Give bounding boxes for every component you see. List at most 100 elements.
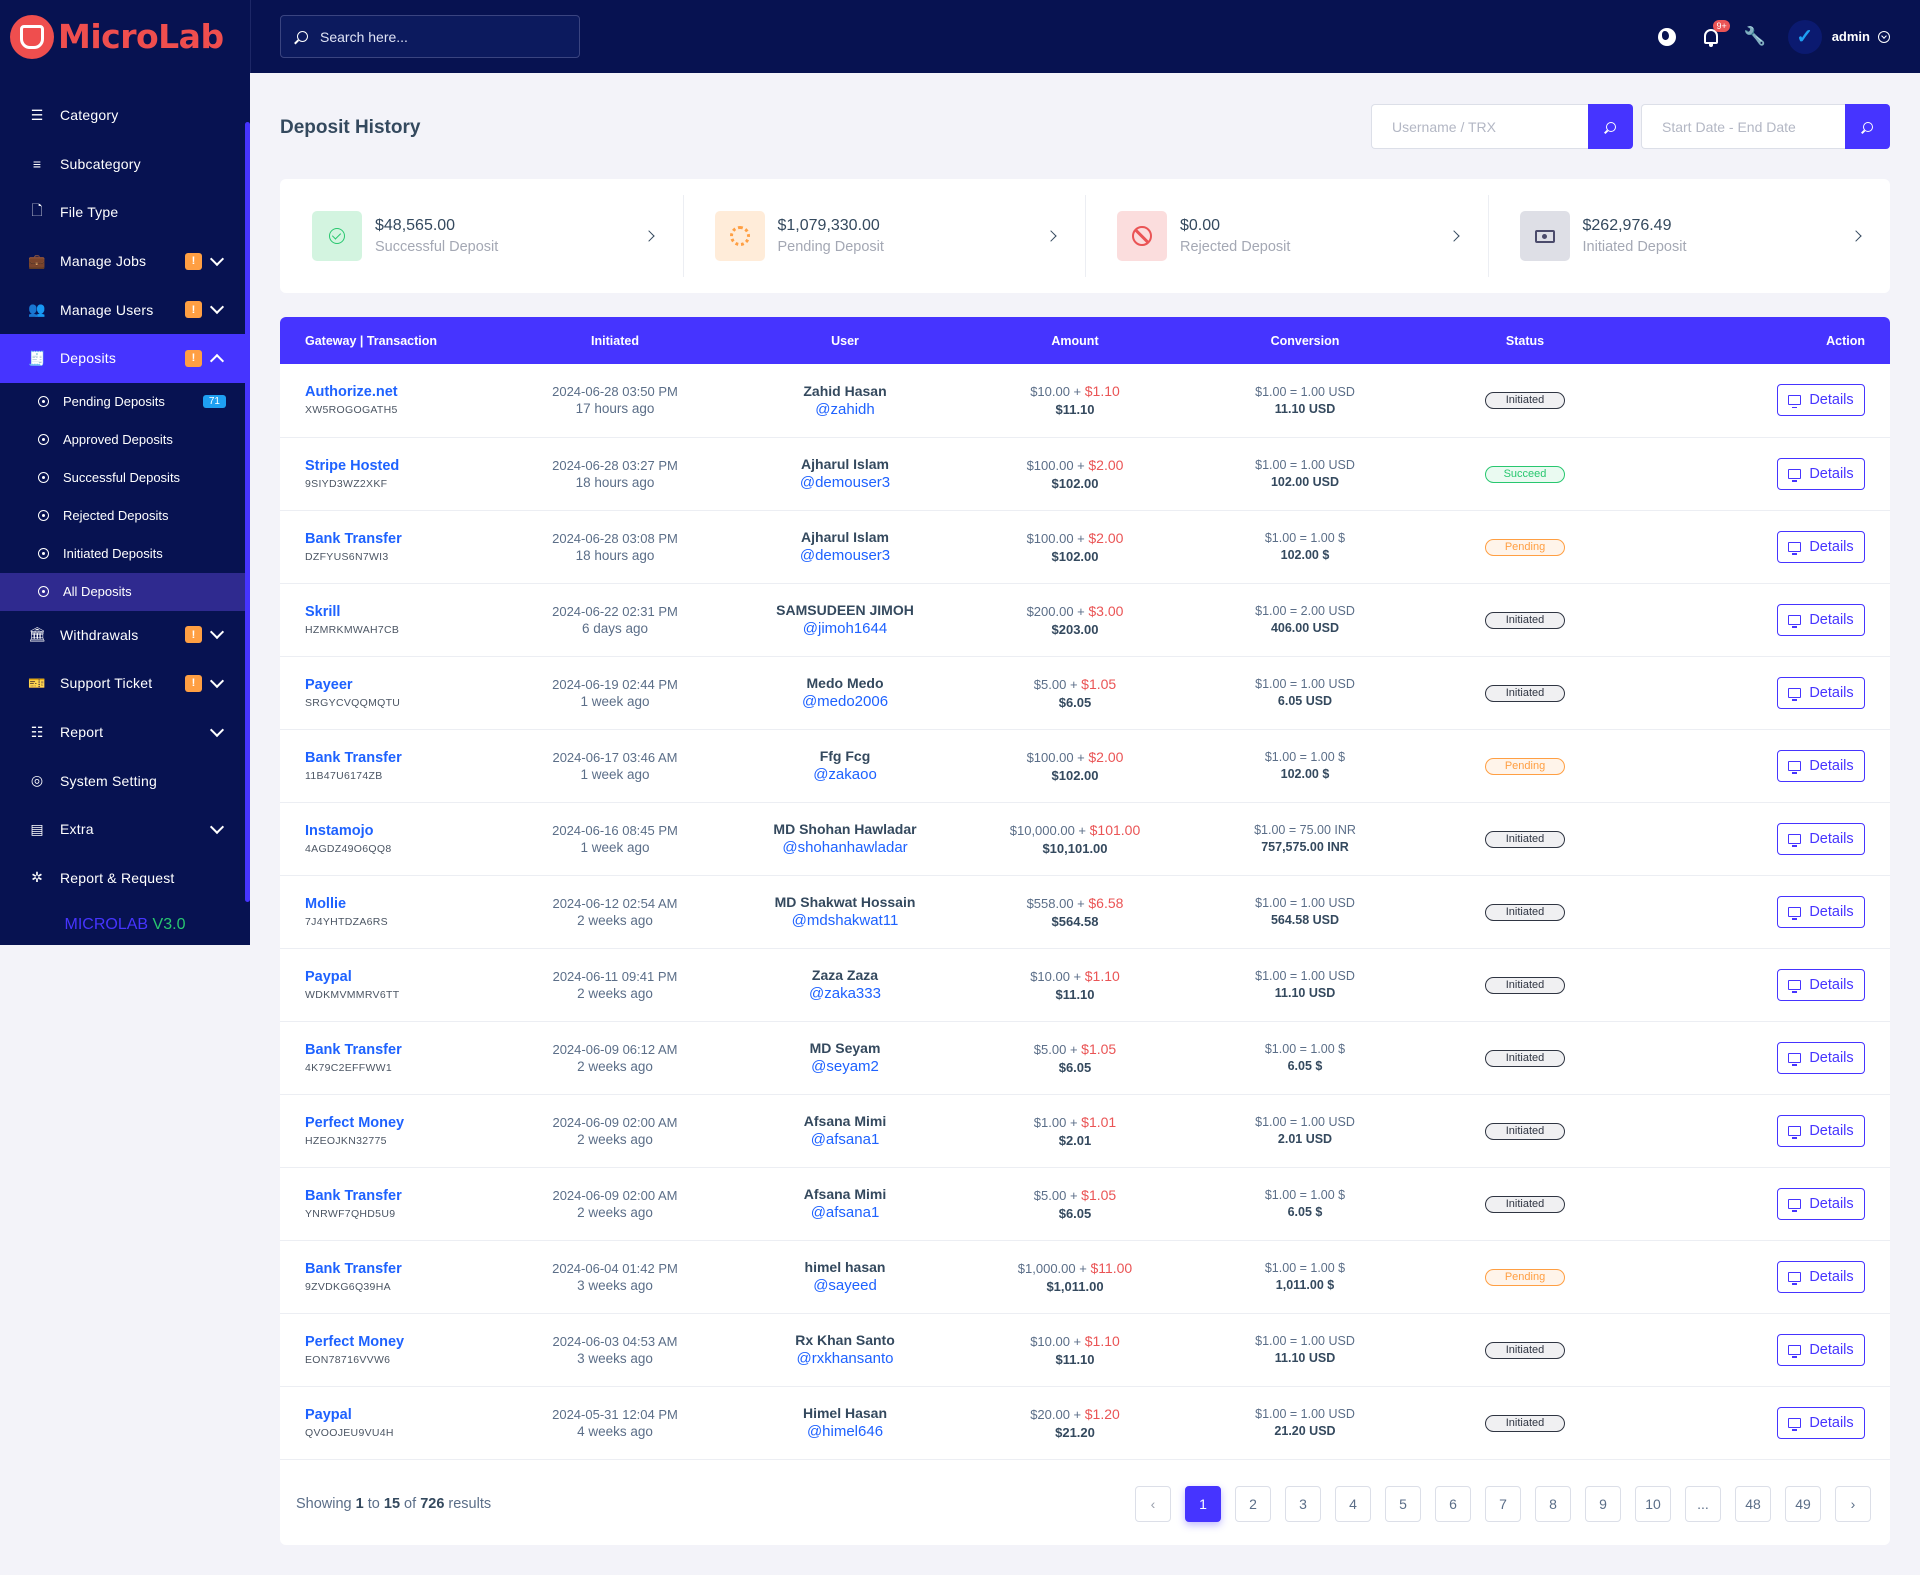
user-handle-link[interactable]: @jimoh1644 bbox=[802, 620, 888, 637]
user-handle-link[interactable]: @seyam2 bbox=[811, 1058, 879, 1075]
gateway-name[interactable]: Perfect Money bbox=[305, 1333, 405, 1350]
sidebar-item-extra[interactable]: ▤ Extra bbox=[0, 805, 250, 854]
admin-name[interactable]: admin bbox=[1831, 29, 1870, 44]
user-handle-link[interactable]: @zaka333 bbox=[809, 985, 881, 1002]
details-button[interactable]: Details bbox=[1777, 457, 1865, 490]
gateway-name[interactable]: Skrill bbox=[305, 603, 341, 620]
page-button[interactable]: 48 bbox=[1735, 1486, 1771, 1522]
avatar[interactable]: ✓ bbox=[1787, 19, 1822, 54]
username-search-button[interactable] bbox=[1588, 104, 1633, 149]
search-input[interactable] bbox=[320, 28, 550, 45]
user-handle-link[interactable]: @medo2006 bbox=[801, 693, 889, 710]
sidebar-item-deposits[interactable]: 🧾 Deposits ! bbox=[0, 333, 250, 383]
sidebar-item-file-type[interactable]: 🗋 File Type bbox=[0, 188, 250, 237]
page-ellipsis[interactable]: ... bbox=[1685, 1486, 1721, 1522]
gateway-name[interactable]: Bank Transfer bbox=[305, 1041, 402, 1058]
sidebar-subitem-approved-deposits[interactable]: Approved Deposits bbox=[0, 421, 250, 459]
gateway-name[interactable]: Mollie bbox=[305, 895, 347, 912]
charge-amount: $2.00 bbox=[1088, 748, 1124, 765]
gateway-name[interactable]: Bank Transfer bbox=[305, 1260, 402, 1277]
user-handle-link[interactable]: @sayeed bbox=[813, 1277, 877, 1294]
sidebar-subitem-initiated-deposits[interactable]: Initiated Deposits bbox=[0, 535, 250, 573]
conversion-cell: $1.00 = 1.00 $ 102.00 $ bbox=[1180, 729, 1430, 802]
gateway-name[interactable]: Bank Transfer bbox=[305, 530, 402, 547]
details-button[interactable]: Details bbox=[1777, 1041, 1865, 1074]
globe-icon[interactable] bbox=[1656, 26, 1678, 48]
page-button[interactable]: 8 bbox=[1535, 1486, 1571, 1522]
sidebar-scrollbar[interactable] bbox=[245, 122, 250, 902]
details-button[interactable]: Details bbox=[1777, 1333, 1865, 1366]
sidebar-item-report-request[interactable]: ✲ Report & Request bbox=[0, 854, 250, 903]
gateway-name[interactable]: Bank Transfer bbox=[305, 749, 402, 766]
user-handle-link[interactable]: @himel646 bbox=[806, 1423, 884, 1440]
gateway-name[interactable]: Stripe Hosted bbox=[305, 457, 400, 474]
sidebar-item-report[interactable]: ☷ Report bbox=[0, 708, 250, 757]
details-button[interactable]: Details bbox=[1777, 530, 1865, 563]
gateway-name[interactable]: Perfect Money bbox=[305, 1114, 405, 1131]
sidebar-item-system-setting[interactable]: ◎ System Setting bbox=[0, 756, 250, 805]
widget-rejected-deposit[interactable]: $0.00 Rejected Deposit bbox=[1085, 193, 1488, 279]
gateway-name[interactable]: Authorize.net bbox=[305, 384, 398, 401]
user-handle-link[interactable]: @afsana1 bbox=[810, 1204, 880, 1221]
user-handle-link[interactable]: @afsana1 bbox=[810, 1131, 880, 1148]
next-page-button[interactable]: › bbox=[1835, 1486, 1871, 1522]
details-button[interactable]: Details bbox=[1777, 1406, 1865, 1439]
sidebar-item-manage-users[interactable]: 👥 Manage Users ! bbox=[0, 285, 250, 334]
details-button[interactable]: Details bbox=[1777, 603, 1865, 636]
page-button[interactable]: 5 bbox=[1385, 1486, 1421, 1522]
page-button[interactable]: 4 bbox=[1335, 1486, 1371, 1522]
page-button[interactable]: 9 bbox=[1585, 1486, 1621, 1522]
details-button[interactable]: Details bbox=[1777, 749, 1865, 782]
date-search-button[interactable] bbox=[1845, 104, 1890, 149]
details-button[interactable]: Details bbox=[1777, 384, 1865, 417]
sidebar-item-withdrawals[interactable]: 🏛 Withdrawals ! bbox=[0, 611, 250, 660]
gateway-name[interactable]: Bank Transfer bbox=[305, 1187, 402, 1204]
details-button[interactable]: Details bbox=[1777, 1187, 1865, 1220]
details-button[interactable]: Details bbox=[1777, 968, 1865, 1001]
details-button[interactable]: Details bbox=[1777, 1260, 1865, 1293]
column-header-action: Action bbox=[1826, 333, 1865, 348]
conversion-cell: $1.00 = 1.00 USD 6.05 USD bbox=[1180, 656, 1430, 729]
page-button[interactable]: 6 bbox=[1435, 1486, 1471, 1522]
user-handle-link[interactable]: @rxkhansanto bbox=[796, 1350, 894, 1367]
sidebar-item-subcategory[interactable]: ≡ Subcategory bbox=[0, 140, 250, 189]
details-button[interactable]: Details bbox=[1777, 1114, 1865, 1147]
date-range-input[interactable] bbox=[1641, 104, 1845, 149]
sidebar-item-support-ticket[interactable]: 🎫 Support Ticket ! bbox=[0, 659, 250, 708]
widget-initiated-deposit[interactable]: $262,976.49 Initiated Deposit bbox=[1487, 193, 1891, 279]
widget-successful-deposit[interactable]: $48,565.00 Successful Deposit bbox=[280, 193, 683, 279]
page-button[interactable]: 7 bbox=[1485, 1486, 1521, 1522]
page-button[interactable]: 3 bbox=[1285, 1486, 1321, 1522]
user-handle-link[interactable]: @mdshakwat11 bbox=[791, 912, 899, 929]
sidebar-subitem-rejected-deposits[interactable]: Rejected Deposits bbox=[0, 497, 250, 535]
user-handle-link[interactable]: @zahidh bbox=[815, 400, 875, 418]
prev-page-button[interactable]: ‹ bbox=[1135, 1486, 1171, 1522]
page-button[interactable]: 10 bbox=[1635, 1486, 1671, 1522]
chevron-circle-down-icon[interactable] bbox=[1878, 30, 1890, 43]
sidebar-subitem-all-deposits[interactable]: All Deposits bbox=[0, 572, 250, 611]
wrench-icon[interactable]: 🔧 bbox=[1743, 26, 1766, 46]
widget-pending-deposit[interactable]: $1,079,330.00 Pending Deposit bbox=[682, 193, 1086, 279]
notification-bell-icon[interactable]: 9+ bbox=[1700, 19, 1730, 48]
page-button[interactable]: 2 bbox=[1235, 1486, 1271, 1522]
conversion-cell: $1.00 = 1.00 USD 102.00 USD bbox=[1180, 437, 1430, 510]
gateway-name[interactable]: Paypal bbox=[305, 968, 352, 985]
username-trx-input[interactable] bbox=[1371, 104, 1588, 149]
user-handle-link[interactable]: @demouser3 bbox=[799, 547, 891, 564]
sidebar-subitem-pending-deposits[interactable]: Pending Deposits 71 bbox=[0, 383, 250, 421]
user-handle-link[interactable]: @zakaoo bbox=[813, 766, 877, 783]
details-button[interactable]: Details bbox=[1777, 895, 1865, 928]
page-button[interactable]: 1 bbox=[1185, 1486, 1221, 1522]
brand-logo[interactable]: MicroLab bbox=[0, 0, 250, 73]
gateway-name[interactable]: Instamojo bbox=[305, 822, 374, 839]
gateway-name[interactable]: Paypal bbox=[305, 1406, 352, 1423]
gateway-name[interactable]: Payeer bbox=[305, 676, 353, 693]
user-handle-link[interactable]: @shohanhawladar bbox=[782, 839, 908, 856]
sidebar-item-manage-jobs[interactable]: 💼 Manage Jobs ! bbox=[0, 237, 250, 286]
sidebar-item-category[interactable]: ☰ Category bbox=[0, 91, 250, 140]
details-button[interactable]: Details bbox=[1777, 676, 1865, 709]
sidebar-subitem-successful-deposits[interactable]: Successful Deposits bbox=[0, 459, 250, 497]
details-button[interactable]: Details bbox=[1777, 822, 1865, 855]
page-button[interactable]: 49 bbox=[1785, 1486, 1821, 1522]
user-handle-link[interactable]: @demouser3 bbox=[799, 474, 891, 491]
